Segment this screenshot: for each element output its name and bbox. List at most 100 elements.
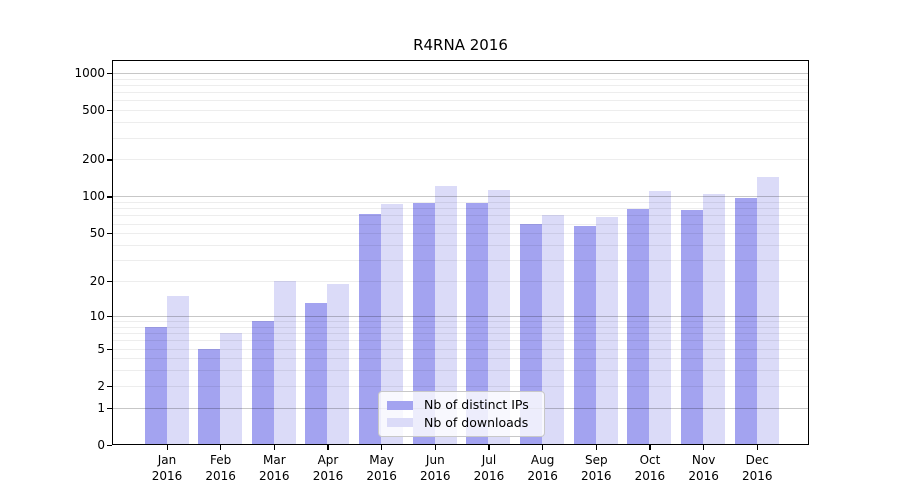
x-tick-9 bbox=[595, 445, 597, 450]
y-tick-label-50: 50 bbox=[89, 226, 105, 241]
bar-downloads-aug bbox=[542, 215, 565, 444]
x-tick-label-5: May 2016 bbox=[366, 453, 397, 483]
y-gridline-minor-70 bbox=[113, 215, 808, 217]
y-gridline-minor-800 bbox=[113, 84, 808, 86]
y-gridline-minor-2 bbox=[113, 385, 808, 387]
x-tick-label-2: Feb 2016 bbox=[205, 453, 236, 483]
bar-downloads-jan bbox=[166, 295, 189, 444]
y-tick-1 bbox=[107, 407, 112, 409]
bar-downloads-apr bbox=[327, 283, 350, 444]
x-tick-3 bbox=[273, 445, 275, 450]
y-gridline-minor-600 bbox=[113, 100, 808, 102]
bar-downloads-may bbox=[381, 203, 404, 444]
y-tick-label-5: 5 bbox=[97, 341, 105, 356]
legend-label-downloads: Nb of downloads bbox=[424, 414, 529, 430]
x-tick-11 bbox=[703, 445, 705, 450]
x-tick-label-7: Jul 2016 bbox=[473, 453, 505, 483]
y-gridline-minor-90 bbox=[113, 202, 808, 204]
y-gridline-major-10 bbox=[113, 315, 808, 317]
bar-distinct-ips-nov bbox=[681, 209, 704, 444]
x-tick-12 bbox=[756, 445, 758, 450]
bar-downloads-nov bbox=[703, 194, 726, 444]
x-tick-10 bbox=[649, 445, 651, 450]
x-tick-6 bbox=[434, 445, 436, 450]
y-tick-label-1000: 1000 bbox=[74, 65, 105, 80]
bar-distinct-ips-feb bbox=[198, 348, 221, 444]
bar-distinct-ips-jun bbox=[412, 203, 435, 444]
y-gridline-minor-9 bbox=[113, 321, 808, 322]
y-tick-10 bbox=[107, 315, 112, 318]
y-gridline-minor-80 bbox=[113, 208, 808, 210]
y-tick-2 bbox=[107, 385, 112, 388]
y-tick-label-500: 500 bbox=[82, 103, 105, 118]
bar-distinct-ips-sep bbox=[573, 226, 596, 444]
y-gridline-minor-6 bbox=[113, 340, 808, 342]
y-gridline-minor-900 bbox=[113, 78, 808, 80]
y-gridline-minor-20 bbox=[113, 281, 808, 283]
bar-downloads-jun bbox=[434, 185, 457, 444]
chart-title: R4RNA 2016 bbox=[413, 36, 508, 54]
bar-downloads-dec bbox=[756, 176, 779, 444]
y-tick-0 bbox=[107, 445, 112, 447]
y-tick-label-200: 200 bbox=[82, 152, 105, 167]
y-gridline-major-100 bbox=[113, 196, 808, 198]
legend-entry-distinct-ips: Nb of distinct IPs bbox=[387, 398, 536, 412]
y-tick-50 bbox=[107, 233, 112, 235]
legend-swatch-distinct-ips bbox=[387, 400, 413, 410]
x-tick-label-3: Mar 2016 bbox=[259, 453, 290, 483]
y-tick-200 bbox=[107, 159, 112, 161]
y-gridline-minor-300 bbox=[113, 137, 808, 139]
x-tick-label-4: Apr 2016 bbox=[312, 453, 344, 483]
bar-downloads-feb bbox=[220, 333, 243, 444]
y-tick-label-0: 0 bbox=[97, 438, 105, 452]
y-tick-20 bbox=[107, 281, 112, 283]
bar-distinct-ips-dec bbox=[734, 198, 757, 444]
x-tick-8 bbox=[542, 445, 544, 450]
x-tick-label-6: Jun 2016 bbox=[420, 453, 451, 483]
y-tick-5 bbox=[107, 348, 112, 350]
y-gridline-minor-500 bbox=[113, 110, 808, 112]
legend: Nb of distinct IPs Nb of downloads bbox=[378, 391, 545, 437]
bar-distinct-ips-oct bbox=[627, 209, 650, 444]
x-tick-label-1: Jan 2016 bbox=[151, 453, 183, 483]
x-tick-4 bbox=[327, 445, 329, 450]
y-tick-label-10: 10 bbox=[89, 308, 105, 323]
y-gridline-minor-700 bbox=[113, 92, 808, 94]
legend-swatch-downloads bbox=[387, 418, 413, 428]
y-gridline-minor-5 bbox=[113, 348, 808, 350]
y-tick-label-2: 2 bbox=[97, 378, 105, 393]
y-tick-1000 bbox=[107, 72, 112, 75]
y-tick-label-20: 20 bbox=[89, 274, 105, 289]
y-gridline-minor-4 bbox=[113, 358, 808, 360]
legend-label-distinct-ips: Nb of distinct IPs bbox=[424, 397, 529, 413]
x-tick-label-8: Aug 2016 bbox=[527, 453, 558, 483]
legend-entry-downloads: Nb of downloads bbox=[387, 414, 536, 430]
x-tick-1 bbox=[166, 445, 168, 450]
bar-distinct-ips-aug bbox=[520, 223, 543, 444]
y-gridline-minor-60 bbox=[113, 223, 808, 225]
x-tick-label-11: Nov 2016 bbox=[688, 453, 719, 483]
bar-distinct-ips-may bbox=[359, 213, 382, 444]
y-tick-label-1: 1 bbox=[97, 400, 105, 415]
x-tick-7 bbox=[488, 445, 490, 450]
y-gridline-minor-7 bbox=[113, 333, 808, 335]
x-tick-5 bbox=[381, 445, 383, 450]
y-gridline-major-1000 bbox=[113, 72, 808, 74]
bar-distinct-ips-jan bbox=[144, 326, 167, 444]
bar-distinct-ips-jul bbox=[466, 203, 489, 444]
y-gridline-minor-3 bbox=[113, 370, 808, 372]
bar-downloads-sep bbox=[595, 216, 618, 444]
y-gridline-minor-30 bbox=[113, 260, 808, 262]
x-tick-label-10: Oct 2016 bbox=[634, 453, 666, 483]
y-gridline-minor-200 bbox=[113, 159, 808, 161]
y-gridline-minor-8 bbox=[113, 326, 808, 328]
bar-downloads-jul bbox=[488, 189, 511, 444]
y-gridline-minor-40 bbox=[113, 245, 808, 246]
bar-downloads-oct bbox=[649, 190, 672, 444]
y-tick-100 bbox=[107, 196, 112, 198]
x-tick-label-12: Dec 2016 bbox=[741, 453, 773, 483]
bar-distinct-ips-mar bbox=[251, 321, 274, 444]
y-gridline-minor-400 bbox=[113, 122, 808, 124]
x-tick-label-9: Sep 2016 bbox=[580, 453, 612, 483]
